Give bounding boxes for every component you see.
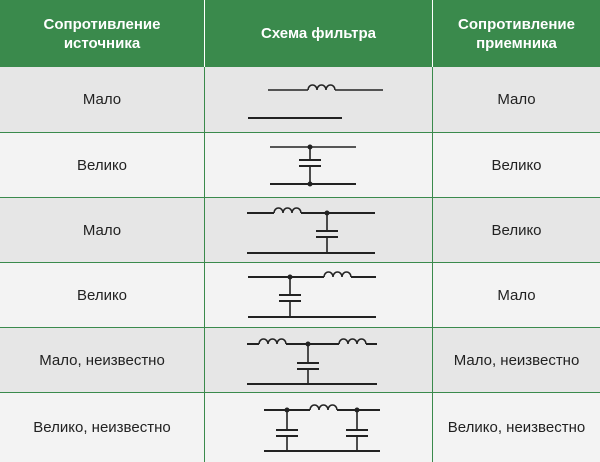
source-resistance-cell: Велико (0, 263, 205, 327)
load-resistance-cell: Велико (491, 156, 542, 174)
load-resistance-cell: Велико, неизвестно (447, 419, 586, 436)
schema-cell (205, 67, 433, 132)
table-row: Велико, неизвестно (0, 393, 600, 462)
t-filter-circuit-icon (247, 338, 377, 385)
source-resistance-cell: Велико, неизвестно (0, 393, 205, 462)
load-resistance-cell: Велико (491, 221, 542, 239)
load-resistance-cell: Мало (497, 91, 536, 108)
source-resistance-cell: Велико (0, 133, 205, 197)
schema-cell (205, 198, 433, 262)
table-row: Мало Мало (0, 67, 600, 133)
header-filter-schema: Схема фильтра (205, 0, 433, 67)
load-resistance-cell: Мало (497, 286, 536, 304)
inductor-capacitor-l-circuit-icon (247, 207, 375, 254)
source-resistance-cell: Мало, неизвестно (0, 328, 205, 392)
capacitor-inductor-l-circuit-icon (248, 271, 376, 318)
table-row: Велико Велико (0, 133, 600, 198)
pi-filter-circuit-icon (264, 404, 380, 452)
table-header: Сопротивление источника Схема фильтра Со… (0, 0, 600, 67)
header-source-resistance: Сопротивление источника (0, 0, 205, 67)
schema-cell (205, 328, 433, 392)
table-row: Велико Мало (0, 263, 600, 328)
source-resistance-cell: Мало (0, 198, 205, 262)
table-row: Мало Велико (0, 198, 600, 263)
table-row: Мало, неизвестно (0, 328, 600, 393)
schema-cell (205, 133, 433, 197)
shunt-capacitor-circuit-icon (270, 144, 356, 187)
load-resistance-cell: Мало, неизвестно (453, 351, 580, 369)
schema-cell (205, 263, 433, 327)
source-resistance-cell: Мало (0, 67, 205, 132)
series-inductor-circuit-icon (248, 84, 383, 119)
header-load-resistance: Сопротивление приемника (458, 15, 575, 52)
schema-cell (205, 393, 433, 462)
